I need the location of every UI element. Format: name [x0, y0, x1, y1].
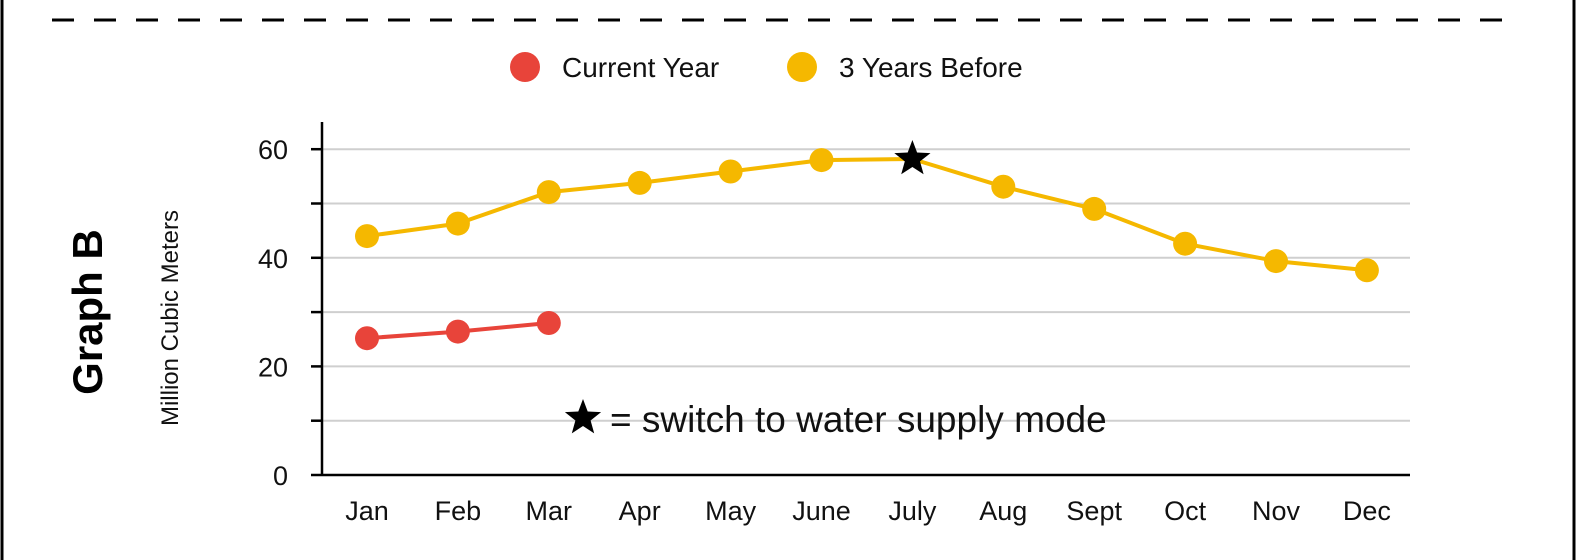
annotation-star-marker	[894, 140, 931, 175]
y-tick-label-20: 20	[258, 352, 288, 382]
point-current-year-feb	[445, 319, 470, 344]
gridlines	[322, 148, 1410, 422]
point-current-year-jan	[355, 326, 379, 351]
point-3-years-before-oct	[1173, 231, 1198, 256]
y-axis-label: Million Cubic Meters	[157, 210, 184, 426]
x-tick-label-apr: Apr	[619, 496, 661, 526]
annotation-star-icon	[564, 399, 602, 434]
point-3-years-before-apr	[627, 170, 652, 195]
point-3-years-before-may	[718, 159, 743, 184]
point-3-years-before-nov	[1264, 249, 1288, 274]
y-tick-label-0: 0	[273, 461, 288, 491]
legend: Current Year 3 Years Before	[510, 52, 1023, 83]
legend-label-current-year: Current Year	[562, 52, 719, 83]
annotation-marker-layer	[894, 140, 931, 175]
legend-marker-current-year	[510, 52, 540, 82]
x-tick-label-june: June	[792, 496, 851, 526]
point-3-years-before-aug	[991, 174, 1016, 199]
point-3-years-before-feb	[445, 211, 470, 236]
axes	[311, 122, 1410, 477]
x-tick-label-may: May	[705, 496, 757, 526]
legend-label-3-years-before: 3 Years Before	[839, 52, 1023, 83]
x-tick-labels: Jan Feb Mar Apr May June July Aug Sept Oct Nov Dec	[345, 496, 1391, 526]
graph-title: Graph B	[64, 229, 111, 395]
x-tick-label-aug: Aug	[979, 496, 1027, 526]
point-current-year-mar	[536, 311, 561, 335]
x-tick-label-july: July	[888, 496, 937, 526]
x-tick-label-mar: Mar	[526, 496, 573, 526]
y-tick-label-40: 40	[258, 244, 288, 274]
point-3-years-before-dec	[1354, 258, 1379, 283]
y-tick-label-60: 60	[258, 135, 288, 165]
x-tick-label-jan: Jan	[345, 496, 389, 526]
point-3-years-before-june	[809, 148, 834, 173]
point-3-years-before-sept	[1082, 196, 1107, 221]
legend-marker-3-years-before	[787, 52, 817, 82]
series-line-3-years-before	[366, 157, 1368, 273]
x-tick-label-oct: Oct	[1164, 496, 1207, 526]
x-tick-label-feb: Feb	[435, 496, 482, 526]
x-tick-label-sept: Sept	[1066, 496, 1122, 526]
point-3-years-before-jan	[355, 224, 379, 249]
series-layer	[355, 148, 1379, 351]
x-tick-label-dec: Dec	[1343, 496, 1391, 526]
x-tick-label-nov: Nov	[1252, 496, 1301, 526]
annotation-text: = switch to water supply mode	[610, 399, 1107, 440]
point-3-years-before-mar	[536, 180, 561, 205]
y-tick-labels: 0 20 40 60	[258, 135, 288, 491]
